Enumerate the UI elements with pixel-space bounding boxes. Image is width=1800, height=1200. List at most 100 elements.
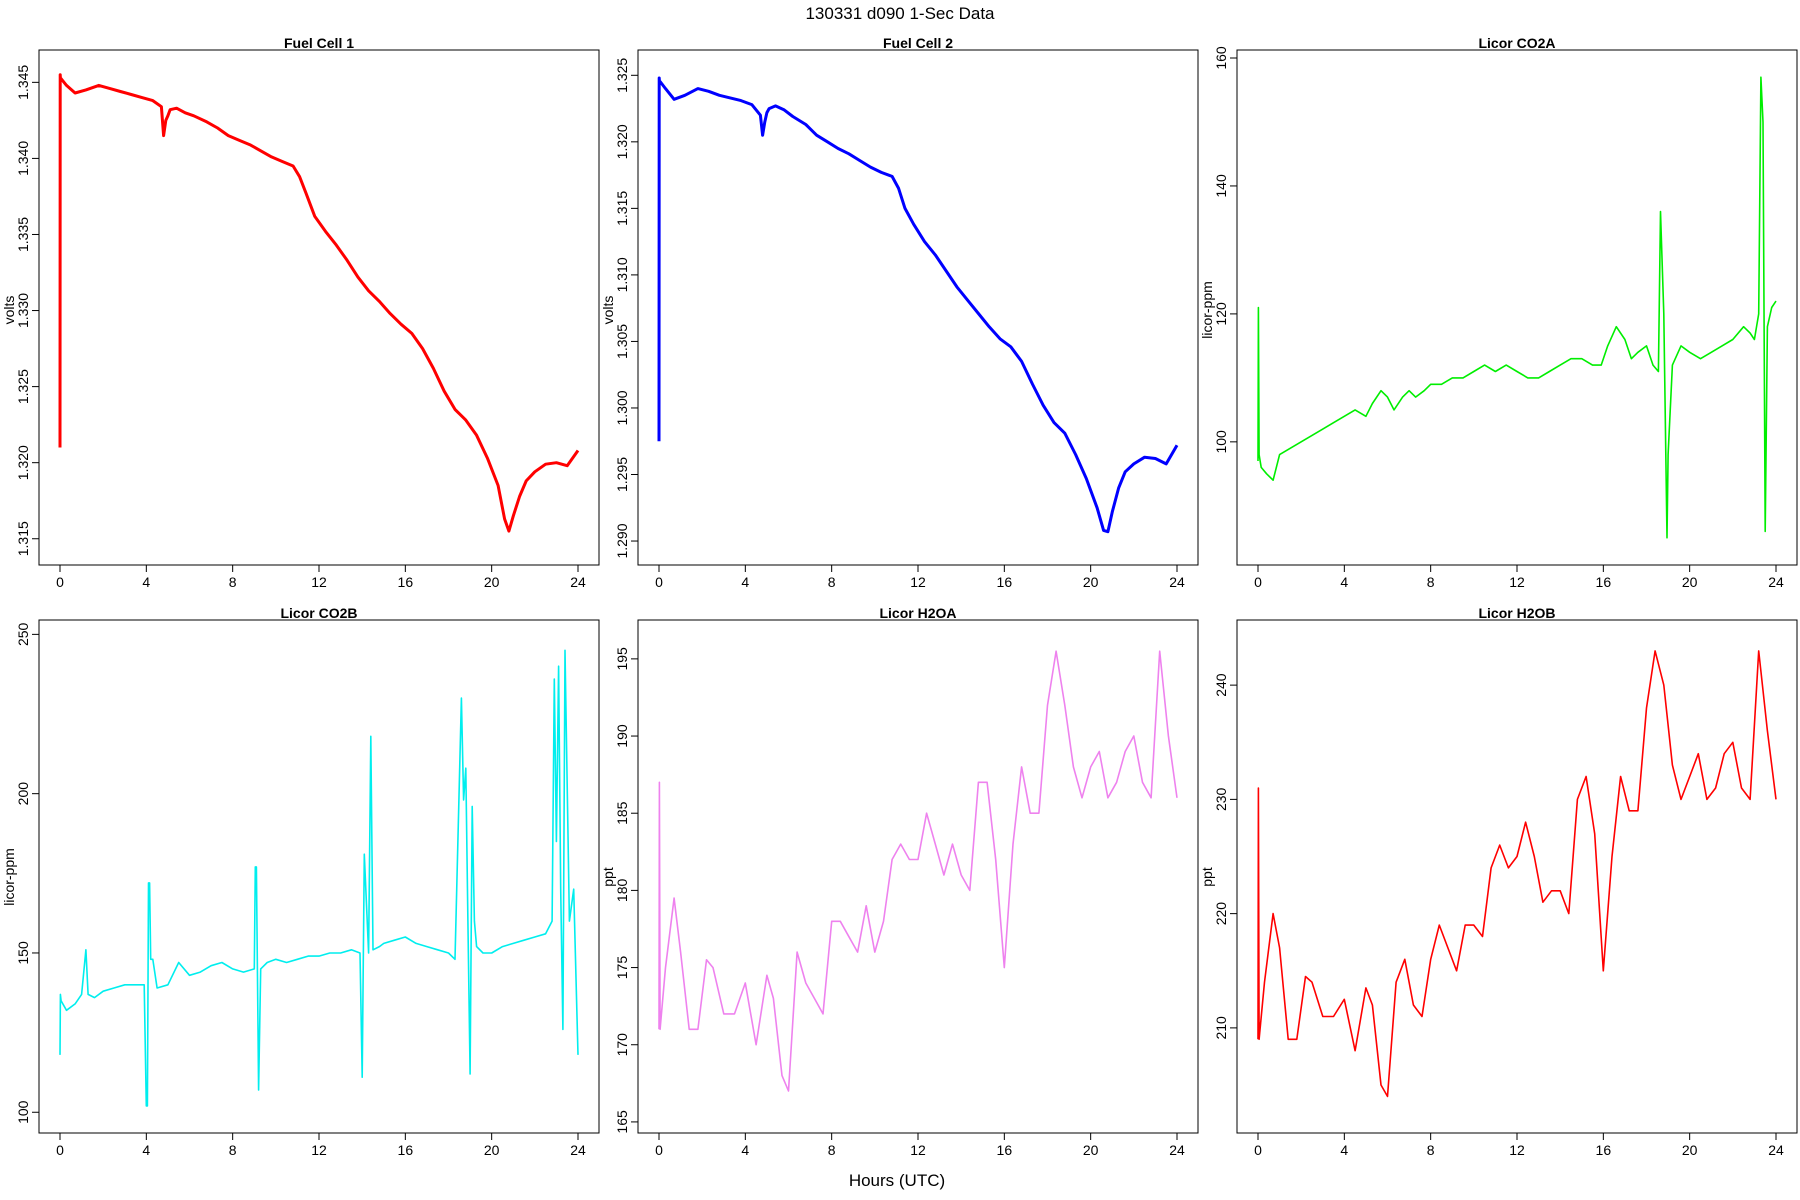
series-line <box>59 649 579 1107</box>
x-tick-label: 20 <box>1083 574 1099 590</box>
y-tick-label: 1.315 <box>614 191 630 226</box>
x-tick-label: 16 <box>997 1142 1013 1158</box>
plot-frame <box>637 619 1199 1134</box>
y-tick-label: 180 <box>614 878 630 902</box>
y-tick-label: 190 <box>614 724 630 748</box>
panel-licor-co2b: Licor CO2B licor-ppm 0 4 8 12 16 20 24 100 150 20… <box>1 605 600 1158</box>
y-tick-label: 1.335 <box>15 217 31 252</box>
x-tick-label: 24 <box>1768 574 1784 590</box>
y-tick-label: 200 <box>15 782 31 806</box>
x-tick-label: 16 <box>1596 574 1612 590</box>
series-line <box>657 76 1179 534</box>
plot-frame <box>38 619 600 1134</box>
panel-title: Fuel Cell 2 <box>883 35 953 51</box>
x-tick-label: 20 <box>1083 1142 1099 1158</box>
x-tick-label: 12 <box>1509 574 1525 590</box>
x-tick-label: 4 <box>142 574 150 590</box>
x-tick-label: 0 <box>655 574 663 590</box>
figure-title: 130331 d090 1-Sec Data <box>805 4 995 23</box>
y-axis-label: licor-ppm <box>1199 281 1215 339</box>
y-axis-label: ppt <box>1199 867 1215 887</box>
series-line <box>658 650 1178 1092</box>
x-tick-label: 8 <box>229 574 237 590</box>
x-tick-label: 8 <box>828 574 836 590</box>
x-tick-label: 8 <box>1427 574 1435 590</box>
y-axis-label: licor-ppm <box>1 848 17 906</box>
plot-frame <box>38 49 600 566</box>
x-tick-label: 12 <box>311 1142 327 1158</box>
y-tick-label: 100 <box>1213 430 1229 454</box>
x-tick-label: 24 <box>1169 1142 1185 1158</box>
x-tick-label: 20 <box>484 1142 500 1158</box>
y-axis-label: ppt <box>600 867 616 887</box>
x-tick-label: 0 <box>56 574 64 590</box>
x-tick-label: 12 <box>910 574 926 590</box>
y-tick-label: 250 <box>15 622 31 646</box>
x-tick-label: 24 <box>570 574 586 590</box>
y-tick-label: 220 <box>1213 902 1229 926</box>
y-tick-label: 150 <box>15 941 31 965</box>
x-tick-label: 20 <box>1682 1142 1698 1158</box>
y-axis-label: volts <box>1 296 17 325</box>
x-tick-label: 16 <box>398 574 414 590</box>
y-tick-label: 1.295 <box>614 457 630 492</box>
plot-frame <box>637 49 1199 566</box>
y-tick-label: 1.300 <box>614 390 630 425</box>
y-tick-label: 1.315 <box>15 521 31 556</box>
x-tick-label: 24 <box>1768 1142 1784 1158</box>
x-tick-label: 4 <box>741 1142 749 1158</box>
panel-title: Fuel Cell 1 <box>284 35 354 51</box>
x-tick-label: 20 <box>1682 574 1698 590</box>
x-tick-label: 0 <box>56 1142 64 1158</box>
x-tick-label: 12 <box>311 574 327 590</box>
panel-title: Licor H2OA <box>879 605 956 621</box>
x-tick-label: 4 <box>741 574 749 590</box>
y-tick-label: 1.345 <box>15 65 31 100</box>
y-tick-label: 1.305 <box>614 324 630 359</box>
x-tick-label: 0 <box>1254 574 1262 590</box>
x-tick-label: 4 <box>1340 1142 1348 1158</box>
figure-x-axis-label: Hours (UTC) <box>849 1171 945 1190</box>
y-tick-label: 1.325 <box>15 369 31 404</box>
y-tick-label: 165 <box>614 1110 630 1134</box>
plot-frame <box>1236 619 1798 1134</box>
y-tick-label: 175 <box>614 956 630 980</box>
y-tick-label: 120 <box>1213 302 1229 326</box>
y-tick-label: 1.310 <box>614 257 630 292</box>
series-line <box>1257 76 1777 539</box>
y-tick-label: 240 <box>1213 673 1229 697</box>
series-line <box>1257 650 1777 1098</box>
y-tick-label: 1.325 <box>614 58 630 93</box>
panel-licor-h2oa: Licor H2OA ppt 0 4 8 12 16 20 24 165 170 175 180 18… <box>600 605 1199 1158</box>
x-tick-label: 0 <box>655 1142 663 1158</box>
plot-frame <box>1236 49 1798 566</box>
panel-title: Licor H2OB <box>1478 605 1555 621</box>
x-tick-label: 8 <box>1427 1142 1435 1158</box>
x-tick-label: 8 <box>828 1142 836 1158</box>
y-tick-label: 170 <box>614 1033 630 1057</box>
panel-fuel-cell-1: Fuel Cell 1 volts 0 4 8 12 16 20 24 1.315 1.320 1… <box>1 35 600 590</box>
y-tick-label: 140 <box>1213 174 1229 198</box>
y-tick-label: 1.320 <box>15 445 31 480</box>
x-tick-label: 16 <box>997 574 1013 590</box>
x-tick-label: 24 <box>570 1142 586 1158</box>
y-axis-label: volts <box>600 296 616 325</box>
y-tick-label: 1.320 <box>614 124 630 159</box>
x-tick-label: 12 <box>910 1142 926 1158</box>
panel-fuel-cell-2: Fuel Cell 2 volts 0 4 8 12 16 20 24 1.290 1.295 1… <box>600 35 1199 590</box>
x-tick-label: 12 <box>1509 1142 1525 1158</box>
y-tick-label: 195 <box>614 647 630 671</box>
y-tick-label: 160 <box>1213 46 1229 70</box>
y-tick-label: 230 <box>1213 787 1229 811</box>
y-tick-label: 1.290 <box>614 523 630 558</box>
panel-licor-h2ob: Licor H2OB ppt 0 4 8 12 16 20 24 210 220 230 240 <box>1199 605 1798 1158</box>
series-line <box>58 73 580 533</box>
x-tick-label: 8 <box>229 1142 237 1158</box>
panel-title: Licor CO2B <box>280 605 357 621</box>
x-tick-label: 4 <box>142 1142 150 1158</box>
y-tick-label: 210 <box>1213 1016 1229 1040</box>
y-tick-label: 100 <box>15 1100 31 1124</box>
y-tick-label: 1.330 <box>15 293 31 328</box>
x-tick-label: 16 <box>1596 1142 1612 1158</box>
panel-licor-co2a: Licor CO2A licor-ppm 0 4 8 12 16 20 24 100 120 14… <box>1199 35 1798 590</box>
